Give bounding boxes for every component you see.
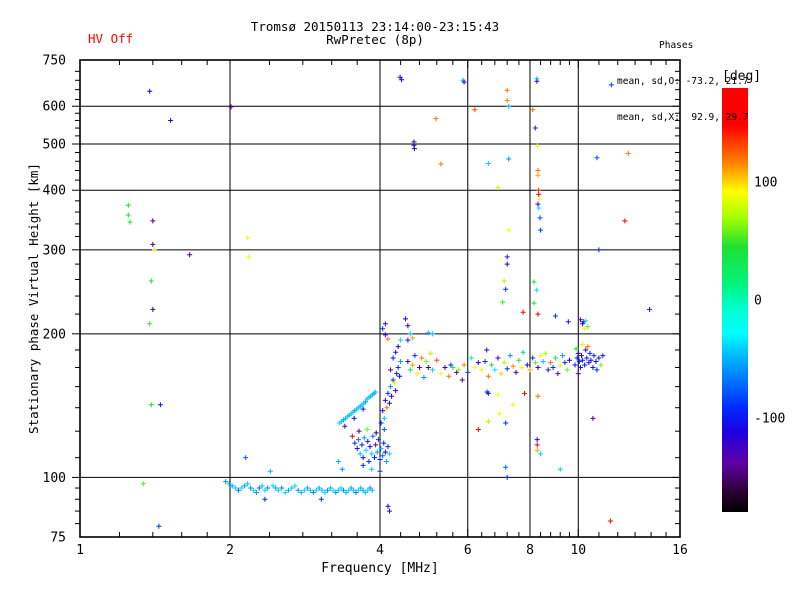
svg-text:4: 4 [376,543,384,558]
gridlines [80,60,680,537]
colorbar-unit-label: [deg] [722,69,761,84]
svg-text:Frequency [MHz]: Frequency [MHz] [321,561,438,576]
axis-ticks [72,60,680,537]
svg-text:400: 400 [43,184,66,199]
plot-title-line1: Tromsø 20150113 23:14:00-23:15:43 [250,19,500,34]
plot-title-line2: RwPretec (8p) [326,32,424,47]
svg-text:750: 750 [43,54,66,69]
phases-title: Phases [659,40,694,51]
colorbar-gradient [722,88,748,512]
svg-text:-100: -100 [754,411,785,426]
svg-text:100: 100 [43,471,66,486]
svg-text:600: 600 [43,100,66,115]
scatter-points [125,74,653,529]
svg-text:500: 500 [43,137,66,152]
svg-text:6: 6 [464,543,472,558]
svg-text:10: 10 [570,543,586,558]
axis-titles: Frequency [MHz] Stationary phase Virtual … [26,163,439,576]
svg-text:Stationary phase Virtual Heigh: Stationary phase Virtual Height [km] [26,163,41,434]
svg-text:16: 16 [672,543,688,558]
svg-text:100: 100 [754,176,777,191]
plot-title: Tromsø 20150113 23:14:00-23:15:43 RwPret… [251,20,499,46]
svg-text:0: 0 [754,294,762,309]
svg-text:2: 2 [226,543,234,558]
svg-text:75: 75 [50,531,66,546]
svg-text:8: 8 [526,543,534,558]
phases-mean-sd-x: mean, sd,X: 92.9, 29.7 [617,112,749,123]
axis-tick-labels: 1 2 4 6 8 10 16 75 100 200 300 400 500 600 750 [43,54,688,559]
svg-text:200: 200 [43,327,66,342]
phases-mean-sd-o: mean, sd,O: -73.2, 21.7 [617,76,749,87]
svg-text:1: 1 [76,543,84,558]
phases-stats: Phases mean, sd,O: -73.2, 21.7 mean, sd,… [617,16,749,148]
hv-status-label: HV Off [88,31,134,46]
svg-text:300: 300 [43,243,66,258]
colorbar: [deg] 100 0 -100 [722,69,785,512]
